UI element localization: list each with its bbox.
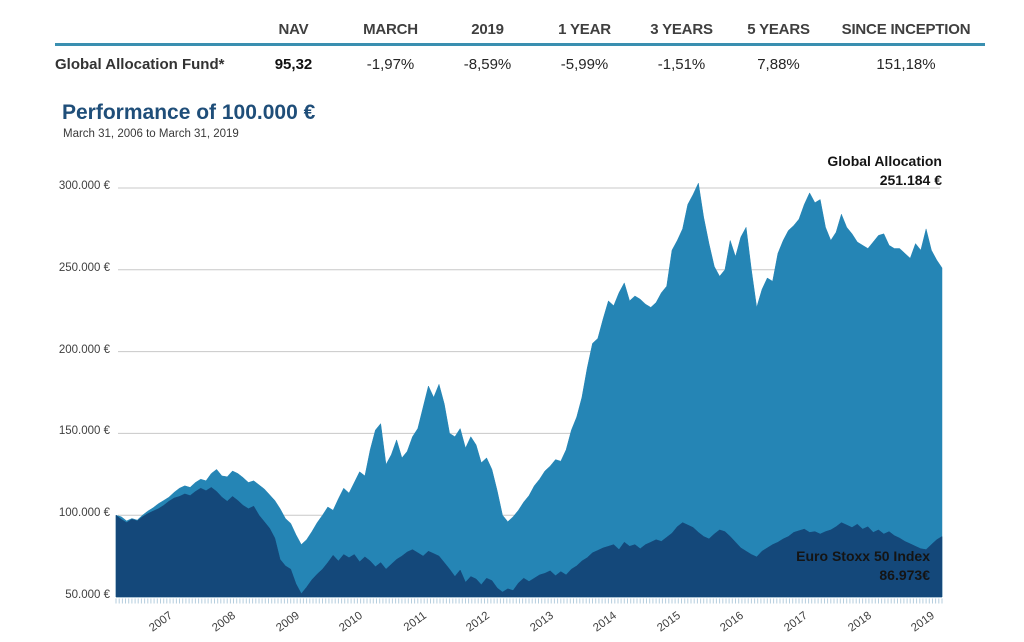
euro-stoxx-annotation: Euro Stoxx 50 Index 86.973€ [796, 547, 930, 585]
table-header-march: MARCH [363, 21, 418, 38]
x-axis-tick-fringe [115, 598, 943, 604]
table-header-1-year: 1 YEAR [558, 21, 611, 38]
y-axis-label-250000: 250.000 € [58, 262, 110, 274]
y-axis-label-50000: 50.000 € [65, 589, 110, 601]
table-row: Global Allocation Fund* 95,32 -1,97% -8,… [55, 46, 985, 73]
global-allocation-area [115, 182, 943, 598]
table-header-row: NAV MARCH 2019 1 YEAR 3 YEARS 5 YEARS SI… [55, 4, 985, 46]
march-return: -1,97% [366, 56, 415, 73]
euro-stoxx-end-value: 86.973€ [879, 567, 930, 583]
fund-name-label: Global Allocation Fund* [55, 56, 225, 73]
euro-stoxx-series-label: Euro Stoxx 50 Index [796, 548, 930, 564]
performance-table: NAV MARCH 2019 1 YEAR 3 YEARS 5 YEARS SI… [55, 4, 985, 73]
table-header-since-inception: SINCE INCEPTION [841, 21, 971, 38]
chart-subtitle: March 31, 2006 to March 31, 2019 [63, 128, 239, 140]
ytd-return: -8,59% [463, 56, 512, 73]
table-corner-cell [55, 4, 245, 43]
nav-value: 95,32 [274, 56, 313, 73]
y-axis-label-300000: 300.000 € [58, 180, 110, 192]
y-axis-label-100000: 100.000 € [58, 507, 110, 519]
table-header-5-years: 5 YEARS [747, 21, 810, 38]
y-axis-label-150000: 150.000 € [58, 425, 110, 437]
one-year-return: -5,99% [560, 56, 609, 73]
y-axis-label-200000: 200.000 € [58, 344, 110, 356]
global-allocation-series-label: Global Allocation [827, 153, 942, 169]
three-year-return: -1,51% [657, 56, 706, 73]
chart-title: Performance of 100.000 € [62, 101, 316, 124]
five-year-return: 7,88% [757, 56, 800, 73]
since-inception-return: 151,18% [876, 56, 936, 73]
global-allocation-end-value: 251.184 € [879, 172, 942, 188]
table-header-nav: NAV [278, 21, 309, 38]
table-header-2019: 2019 [471, 21, 504, 38]
global-allocation-annotation: Global Allocation 251.184 € [827, 152, 942, 190]
table-header-3-years: 3 YEARS [650, 21, 713, 38]
euro-stoxx-area [115, 487, 943, 598]
